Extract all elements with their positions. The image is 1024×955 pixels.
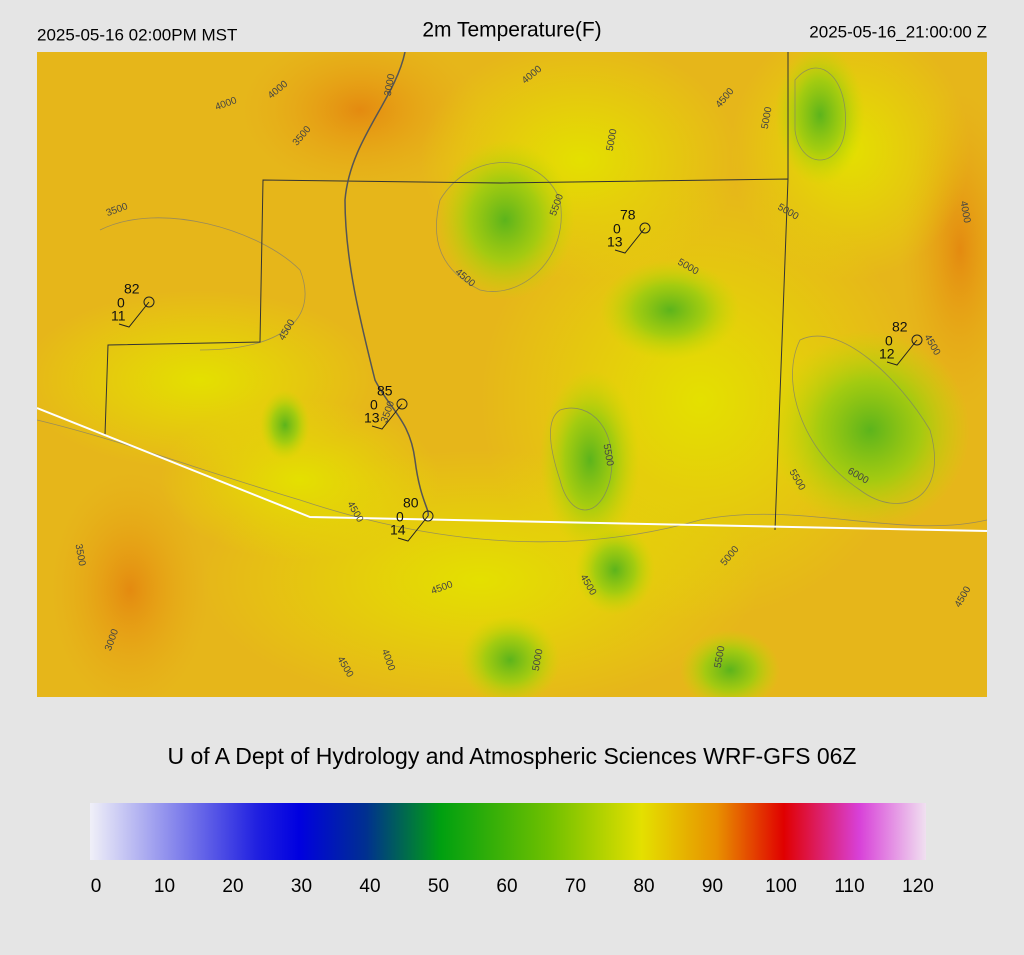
colorbar-tick-label: 0 bbox=[91, 876, 102, 897]
contour-label: 3500 bbox=[73, 543, 88, 567]
station-lower: 12 bbox=[879, 346, 895, 362]
credit: U of A Dept of Hydrology and Atmospheric… bbox=[167, 743, 856, 769]
station-lower: 11 bbox=[111, 308, 126, 324]
station-temperature: 78 bbox=[620, 207, 636, 223]
colorbar-tick-label: 10 bbox=[154, 876, 175, 897]
contour-label: 5000 bbox=[531, 648, 546, 672]
station-middle: 0 bbox=[885, 333, 893, 349]
station-temperature: 85 bbox=[377, 383, 393, 399]
station-marker bbox=[639, 222, 651, 234]
wind-barb bbox=[371, 403, 403, 430]
header-left: 2025-05-16 02:00PM MST bbox=[37, 25, 237, 44]
colorbar-tick-label: 120 bbox=[902, 876, 934, 897]
colorbar-tick-label: 30 bbox=[291, 876, 312, 897]
header-title: 2m Temperature(F) bbox=[422, 19, 601, 42]
station-temperature: 82 bbox=[892, 319, 908, 335]
contour-label: 3000 bbox=[383, 73, 398, 97]
colorbar-tick-label: 40 bbox=[359, 876, 380, 897]
header-right: 2025-05-16_21:00:00 Z bbox=[809, 22, 987, 41]
station-temperature: 82 bbox=[124, 281, 140, 297]
station-lower: 14 bbox=[390, 522, 406, 538]
colorbar-tick-label: 90 bbox=[702, 876, 723, 897]
colorbar-tick-label: 110 bbox=[834, 876, 864, 897]
wind-barb bbox=[614, 227, 646, 254]
station-marker bbox=[911, 334, 923, 346]
colorbar-tick-label: 70 bbox=[565, 876, 586, 897]
station-middle: 0 bbox=[396, 509, 404, 525]
colorbar-tick-label: 20 bbox=[222, 876, 243, 897]
colorbar-tick-label: 50 bbox=[428, 876, 449, 897]
contour-label: 5000 bbox=[760, 106, 775, 130]
wind-barb bbox=[886, 339, 918, 366]
wind-barb bbox=[118, 301, 150, 328]
station-marker bbox=[143, 296, 155, 308]
station-lower: 13 bbox=[364, 410, 380, 426]
station-middle: 0 bbox=[370, 397, 378, 413]
station-temperature: 80 bbox=[403, 495, 419, 511]
station-middle: 0 bbox=[613, 221, 621, 237]
contour-label: 5000 bbox=[605, 128, 620, 152]
colorbar bbox=[90, 803, 926, 860]
station-middle: 0 bbox=[117, 295, 125, 311]
station-lower: 13 bbox=[607, 234, 623, 250]
contour-label: 5500 bbox=[601, 443, 616, 467]
contour-label: 5500 bbox=[713, 645, 728, 669]
station-marker bbox=[422, 510, 434, 522]
colorbar-tick-label: 80 bbox=[633, 876, 654, 897]
colorbar-tick-label: 60 bbox=[496, 876, 517, 897]
colorbar-tick-label: 100 bbox=[765, 876, 797, 897]
contour-label: 4000 bbox=[958, 200, 973, 224]
station-marker bbox=[396, 398, 408, 410]
wind-barb bbox=[397, 515, 429, 542]
